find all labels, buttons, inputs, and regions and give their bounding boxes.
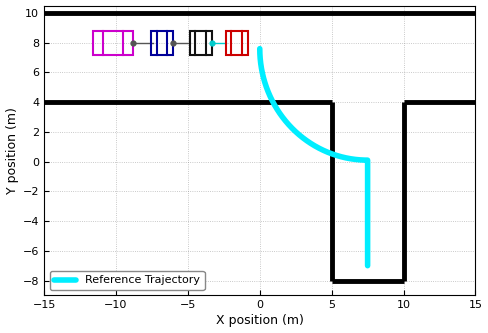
Reference Trajectory (257, 47, 263, 51)
Reference Trajectory (365, 264, 370, 268)
Reference Trajectory (306, 140, 312, 144)
Reference Trajectory (291, 128, 297, 132)
Bar (226, 31, 247, 55)
Reference Trajectory (365, 185, 370, 189)
Y-axis label: Y position (m): Y position (m) (5, 107, 19, 194)
Reference Trajectory (365, 159, 370, 163)
Reference Trajectory (262, 80, 267, 84)
X-axis label: X position (m): X position (m) (216, 314, 304, 327)
Legend: Reference Trajectory: Reference Trajectory (50, 271, 204, 290)
Bar (190, 31, 212, 55)
Bar (93, 31, 133, 55)
Line: Reference Trajectory: Reference Trajectory (260, 49, 367, 266)
Reference Trajectory (365, 186, 370, 190)
Bar (151, 31, 173, 55)
